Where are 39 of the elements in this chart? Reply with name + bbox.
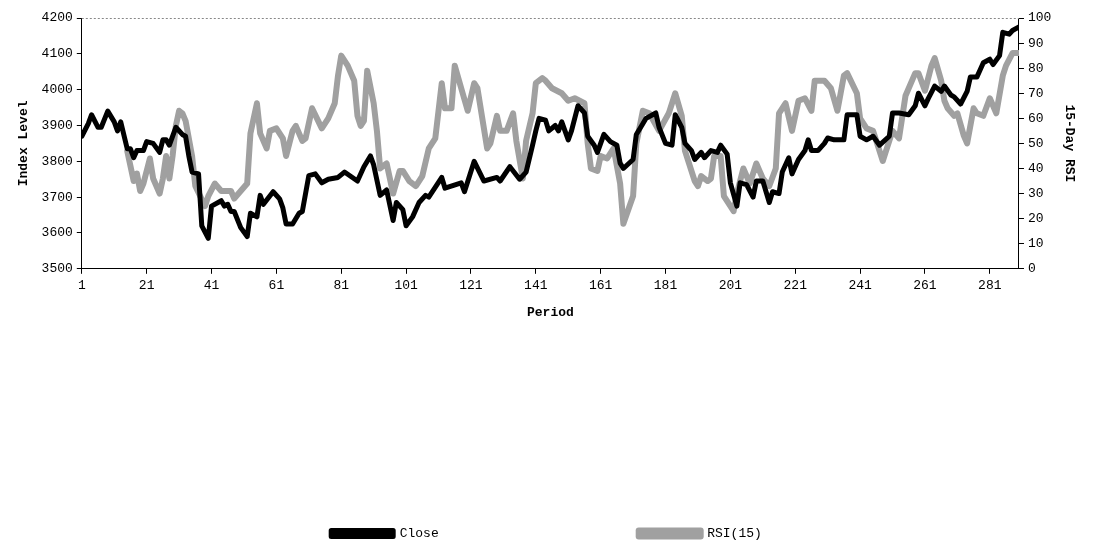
y2-tick-label: 80 [1028, 60, 1044, 76]
x-tick-label: 261 [913, 278, 937, 294]
y-tick-label: 3900 [41, 117, 73, 133]
y-tick-label: 3500 [41, 261, 73, 277]
y-tick-label: 4200 [41, 10, 73, 26]
y-tick-label: 3700 [41, 189, 73, 205]
y-tick-label: 3800 [41, 153, 73, 169]
y2-tick-label: 100 [1028, 10, 1052, 26]
x-tick-label: 61 [268, 278, 285, 294]
x-tick-label: 281 [978, 278, 1002, 294]
y2-tick-label: 60 [1028, 110, 1044, 126]
x-tick-label: 81 [333, 278, 350, 294]
x-tick-label: 121 [459, 278, 483, 294]
y2-tick-label: 30 [1028, 186, 1044, 201]
x-axis-title: Period [526, 305, 574, 321]
legend-label: Close [399, 525, 439, 541]
y-tick-label: 4000 [41, 82, 73, 98]
x-tick-label: 201 [718, 278, 743, 294]
y2-tick-label: 40 [1028, 160, 1044, 176]
y-axis-title: Index Level [16, 100, 32, 187]
x-tick-label: 41 [203, 278, 220, 294]
x-tick-label: 141 [524, 278, 548, 294]
legend-label: RSI(15) [707, 525, 762, 541]
x-tick-label: 101 [394, 278, 418, 294]
y2-axis-title: 15-Day RSI [1061, 104, 1077, 183]
y2-tick-label: 20 [1028, 211, 1044, 227]
y-tick-label: 3600 [41, 225, 73, 241]
y-tick-label: 4100 [41, 46, 73, 62]
x-tick-label: 1 [77, 278, 86, 294]
y2-tick-label: 10 [1028, 236, 1044, 252]
x-tick-label: 181 [653, 278, 678, 294]
x-tick-label: 221 [783, 278, 808, 294]
x-tick-label: 161 [588, 278, 613, 294]
y2-tick-label: 90 [1028, 35, 1044, 51]
y2-tick-label: 0 [1028, 261, 1036, 277]
y2-tick-label: 50 [1028, 135, 1044, 151]
x-tick-label: 241 [848, 278, 872, 294]
x-tick-label: 21 [138, 278, 155, 294]
y2-tick-label: 70 [1028, 85, 1044, 101]
